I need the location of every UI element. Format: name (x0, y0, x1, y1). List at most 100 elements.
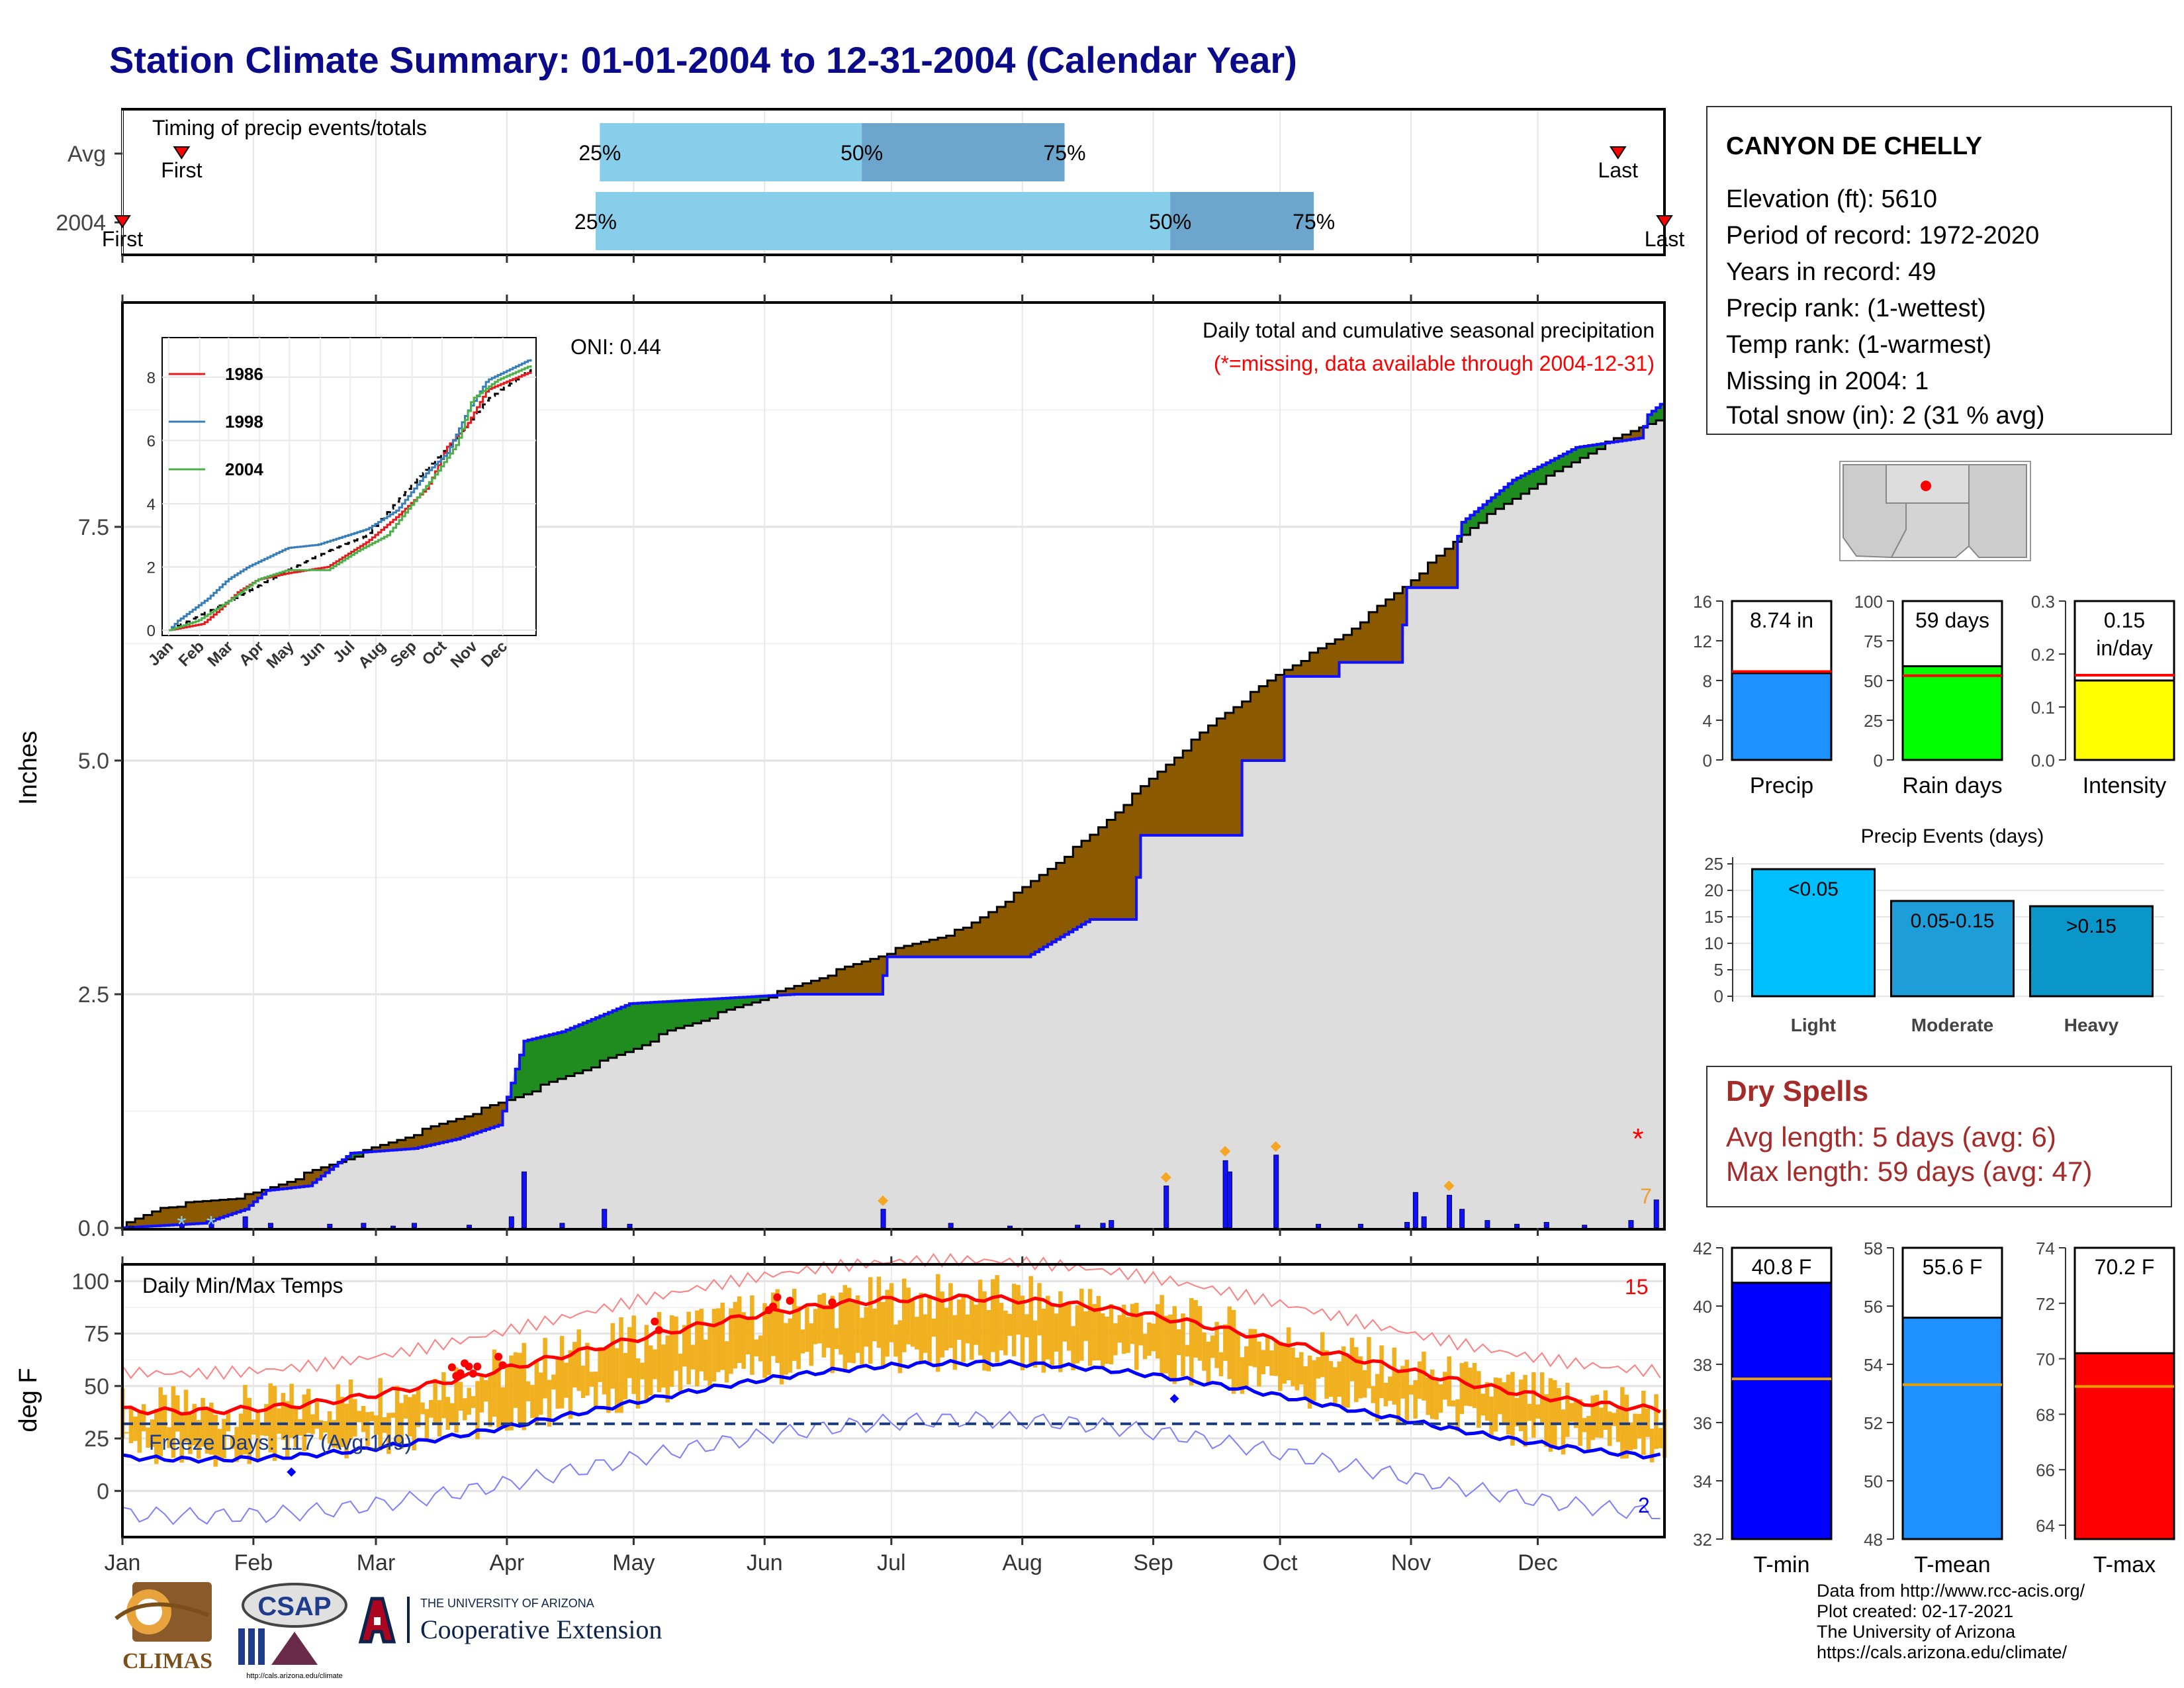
deficit-segment (1233, 707, 1238, 835)
credit-line: The University of Arizona (1817, 1622, 2016, 1642)
daily-temp-bar (1379, 1345, 1384, 1399)
deficit-segment (802, 983, 807, 994)
daily-temp-bar (1553, 1380, 1557, 1448)
daily-temp-bar (361, 1405, 366, 1432)
surplus-segment (515, 1068, 520, 1098)
daily-temp-bar (978, 1280, 983, 1356)
daily-temp-bar (259, 1423, 265, 1436)
daily-temp-bar (251, 1419, 256, 1435)
deficit-segment (1432, 562, 1437, 588)
daily-temp-bar (146, 1427, 150, 1448)
surplus-segment (582, 1023, 588, 1070)
deficit-segment (1385, 599, 1390, 663)
record-high-marker (651, 1317, 659, 1326)
daily-temp-bar (1189, 1298, 1194, 1386)
temp-summary-ytick-label: 42 (1693, 1239, 1712, 1258)
deficit-segment (1107, 820, 1112, 919)
surplus-segment (760, 996, 765, 1000)
deficit-segment (380, 1145, 385, 1151)
deficit-segment (443, 1123, 449, 1143)
surplus-segment (595, 1017, 600, 1068)
deficit-segment (1026, 886, 1032, 957)
deficit-segment (993, 912, 997, 957)
deficit-segment (312, 1170, 318, 1183)
daily-temp-bar (1535, 1404, 1540, 1419)
daily-temp-bar (669, 1315, 674, 1387)
surplus-segment (545, 1035, 550, 1085)
surplus-segment (1520, 475, 1525, 494)
daily-temp-bar (1408, 1385, 1414, 1395)
surplus-segment (1584, 445, 1589, 458)
temp-summary-ytick-label: 50 (1864, 1472, 1883, 1491)
deficit-segment (1369, 612, 1374, 663)
daily-temp-bar (775, 1289, 780, 1363)
surplus-segment (359, 1152, 364, 1157)
deficit-segment (451, 1121, 457, 1141)
surplus-segment (743, 997, 749, 1006)
surplus-segment (1571, 449, 1576, 463)
surplus-segment (621, 1007, 626, 1055)
station-location-dot (1921, 481, 1931, 491)
temp-ytick-label: 50 (84, 1374, 109, 1399)
precip-summary-ytick-label: 16 (1693, 592, 1712, 612)
deficit-segment (1381, 606, 1387, 663)
surplus-segment (1567, 451, 1572, 467)
daily-temp-bar (530, 1385, 535, 1419)
daily-temp-bar (213, 1415, 218, 1467)
daily-temp-bar (1223, 1324, 1228, 1361)
deficit-segment (1077, 847, 1082, 927)
deficit-segment (1242, 701, 1247, 761)
daily-precip-bar (1421, 1216, 1427, 1229)
daily-temp-bar (167, 1427, 171, 1448)
record-high-count: 15 (1625, 1275, 1649, 1299)
deficit-segment (405, 1137, 410, 1149)
deficit-segment (912, 943, 917, 957)
daily-temp-bar (1388, 1376, 1392, 1401)
daily-temp-bar (1447, 1356, 1451, 1407)
daily-temp-bar (800, 1329, 805, 1354)
daily-temp-bar (1637, 1413, 1642, 1438)
daily-temp-bar (1316, 1356, 1321, 1379)
events-bar-label: 0.05-0.15 (1911, 910, 1995, 932)
deficit-segment (490, 1105, 495, 1128)
precip-summary-ytick-label: 0.0 (2031, 751, 2055, 771)
deficit-segment (160, 1207, 165, 1226)
daily-temp-bar (724, 1341, 729, 1383)
timing-bar-25-50 (600, 123, 862, 181)
daily-temp-bar (205, 1408, 210, 1454)
daily-temp-bar (1484, 1382, 1490, 1421)
surplus-segment (520, 1055, 525, 1098)
daily-temp-bar (525, 1381, 531, 1401)
deficit-segment (1128, 805, 1133, 919)
ua-small-text: THE UNIVERSITY OF ARIZONA (420, 1597, 594, 1610)
deficit-segment (485, 1107, 490, 1130)
daily-temp-bar (593, 1371, 598, 1409)
daily-temp-bar (855, 1295, 860, 1353)
daily-temp-bar (602, 1348, 607, 1395)
dry-spells-avg: Avg length: 5 days (avg: 6) (1726, 1121, 2056, 1152)
deficit-segment (878, 956, 884, 994)
daily-temp-bar (547, 1380, 552, 1427)
daily-temp-bar (733, 1301, 738, 1369)
month-label: Jul (877, 1550, 905, 1575)
daily-temp-bar (644, 1325, 649, 1401)
daily-temp-bar (1383, 1382, 1388, 1407)
daily-temp-bar (1134, 1303, 1139, 1370)
precip-summary-ytick-label: 0 (1874, 751, 1883, 771)
daily-temp-bar (416, 1386, 421, 1427)
surplus-segment (1470, 515, 1475, 528)
daily-temp-bar (1261, 1350, 1266, 1374)
deficit-segment (270, 1187, 275, 1190)
daily-temp-bar (1400, 1366, 1405, 1399)
precip-summary-bar (1901, 665, 2003, 761)
daily-temp-bar (1633, 1413, 1637, 1450)
daily-temp-bar (1510, 1372, 1515, 1446)
daily-temp-bar (631, 1315, 636, 1394)
daily-temp-bar (915, 1317, 919, 1350)
daily-temp-bar (661, 1344, 666, 1388)
deficit-segment (1445, 548, 1450, 588)
record-low-line (122, 1411, 1661, 1525)
missing-star: * (1632, 1123, 1643, 1155)
daily-temp-bar (952, 1315, 958, 1370)
deficit-segment (1335, 639, 1340, 677)
